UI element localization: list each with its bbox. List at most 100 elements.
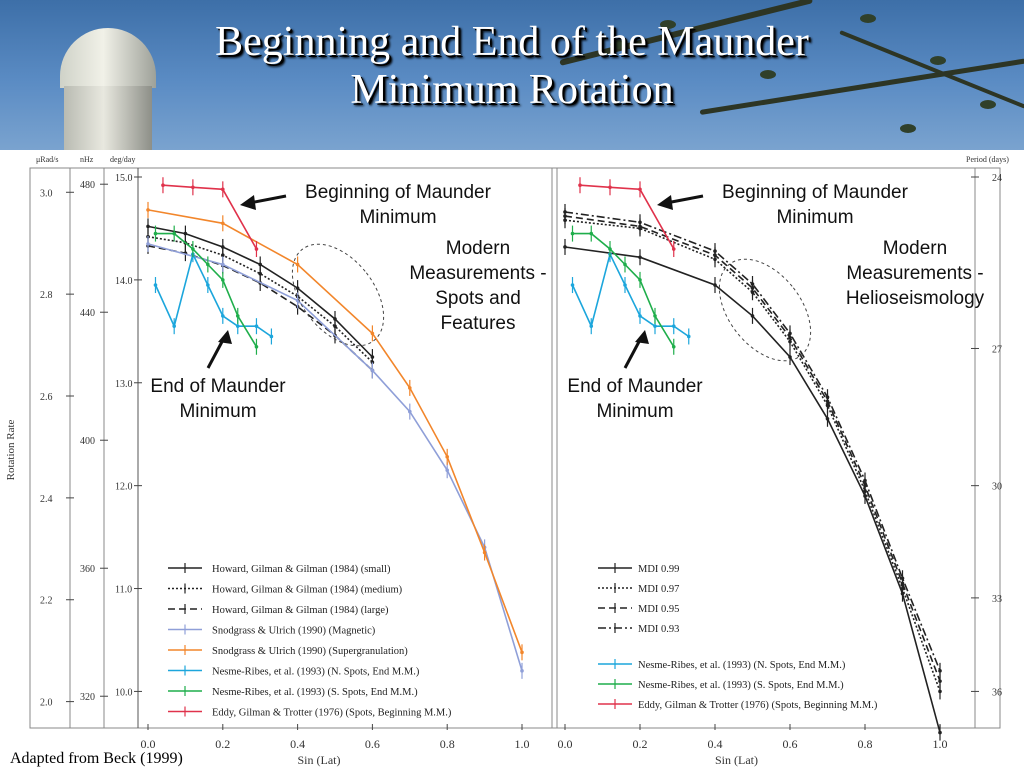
data-point (221, 187, 225, 192)
data-point (825, 416, 830, 421)
data-point (520, 669, 524, 673)
data-point (863, 478, 867, 483)
period-tick-label: 36 (992, 687, 1002, 698)
annotation-end: Minimum (179, 401, 256, 422)
data-point (221, 253, 225, 257)
annotation-modern: Features (441, 313, 516, 334)
data-point (638, 278, 642, 282)
data-point (713, 249, 717, 253)
data-point (570, 231, 575, 236)
data-point (146, 242, 150, 246)
data-point (370, 360, 375, 364)
data-point (938, 669, 942, 673)
data-point (638, 314, 642, 318)
annotation-modern: Measurements - (409, 263, 546, 284)
arrow-head (657, 195, 673, 210)
data-point (206, 262, 210, 267)
data-point (221, 262, 225, 267)
x-axis-title: Sin (Lat) (715, 753, 758, 767)
urad-tick-label: 2.0 (40, 698, 53, 709)
annotation-beginning: Minimum (776, 207, 853, 228)
data-point (146, 208, 150, 212)
highlight-ellipse (291, 243, 385, 347)
data-point (608, 247, 612, 251)
data-point (653, 314, 657, 318)
data-point (938, 730, 942, 735)
data-point (146, 224, 150, 229)
data-point (608, 185, 612, 190)
arrow-head (635, 330, 649, 344)
series-line (162, 184, 258, 250)
legend-label: Eddy, Gilman & Trotter (1976) (Spots, Be… (212, 708, 452, 719)
annotation-end: End of Maunder (567, 376, 703, 397)
x-tick-label: 0.4 (290, 737, 305, 751)
nhz-tick-label: 440 (80, 308, 95, 319)
annotation-modern: Spots and (435, 288, 521, 309)
annotation-end: End of Maunder (150, 376, 286, 397)
annotation-beginning: Beginning of Maunder (722, 182, 909, 203)
annotation-modern: Modern (446, 238, 510, 259)
data-point (623, 283, 627, 287)
data-point (221, 245, 225, 249)
leaf (900, 124, 916, 133)
legend-label: Eddy, Gilman & Trotter (1976) (Spots, Be… (638, 700, 878, 711)
annotation-beginning: Beginning of Maunder (305, 182, 492, 203)
data-point (750, 314, 755, 318)
slide-title: Beginning and End of the Maunder Minimum… (0, 18, 1024, 114)
deg-tick-label: 15.0 (115, 173, 133, 184)
data-point (638, 220, 642, 225)
urad-tick-label: 2.4 (40, 494, 53, 505)
data-point (638, 187, 642, 192)
deg-tick-label: 11.0 (115, 585, 132, 596)
x-tick-label: 0.6 (365, 737, 380, 751)
annotation-end: Minimum (596, 401, 673, 422)
urad-tick-label: 2.8 (40, 290, 53, 301)
period-tick-label: 33 (992, 594, 1002, 605)
data-point (589, 324, 594, 328)
deg-tick-label: 10.0 (115, 687, 133, 698)
data-point (153, 283, 158, 287)
annotation-arrow (623, 337, 643, 369)
legend-label: Nesme-Ribes, et al. (1993) (N. Spots, En… (638, 660, 846, 671)
data-point (408, 386, 412, 390)
data-point (938, 689, 942, 694)
legend-label: MDI 0.95 (638, 604, 679, 615)
legend-label: Nesme-Ribes, et al. (1993) (N. Spots, En… (212, 667, 420, 678)
deg-tick-label: 12.0 (115, 482, 133, 493)
data-point (671, 344, 676, 349)
data-point (206, 283, 210, 287)
data-point (370, 368, 375, 373)
y-axis-unit-nhz: nHz (80, 155, 94, 164)
data-point (258, 271, 263, 276)
x-tick-label: 0.8 (440, 737, 455, 751)
arrow-head (240, 195, 256, 210)
data-point (172, 231, 176, 236)
data-point (445, 455, 450, 459)
data-point (191, 185, 195, 190)
data-point (235, 324, 240, 328)
deg-tick-label: 13.0 (115, 379, 133, 390)
data-point (221, 221, 225, 226)
leaf (610, 40, 626, 49)
data-point (788, 331, 792, 336)
series-line (147, 225, 373, 358)
data-point (235, 314, 240, 318)
legend-label: MDI 0.99 (638, 564, 679, 575)
data-point (191, 247, 195, 251)
arrow-head (218, 330, 232, 344)
legend-label: Nesme-Ribes, et al. (1993) (S. Spots, En… (212, 687, 418, 698)
y-axis-unit-urad: μRad/s (36, 155, 59, 164)
data-point (750, 282, 755, 286)
x-tick-label: 0.0 (141, 737, 156, 751)
x-tick-label: 0.8 (858, 737, 873, 751)
data-point (589, 231, 594, 236)
title-line-2: Minimum Rotation (350, 67, 674, 113)
series-line (579, 184, 675, 250)
annotation-beginning: Minimum (359, 207, 436, 228)
title-banner: Beginning and End of the Maunder Minimum… (0, 0, 1024, 150)
data-point (333, 324, 337, 328)
data-point (482, 550, 487, 555)
data-point (445, 468, 450, 473)
nhz-tick-label: 400 (80, 436, 95, 447)
data-point (578, 183, 582, 188)
